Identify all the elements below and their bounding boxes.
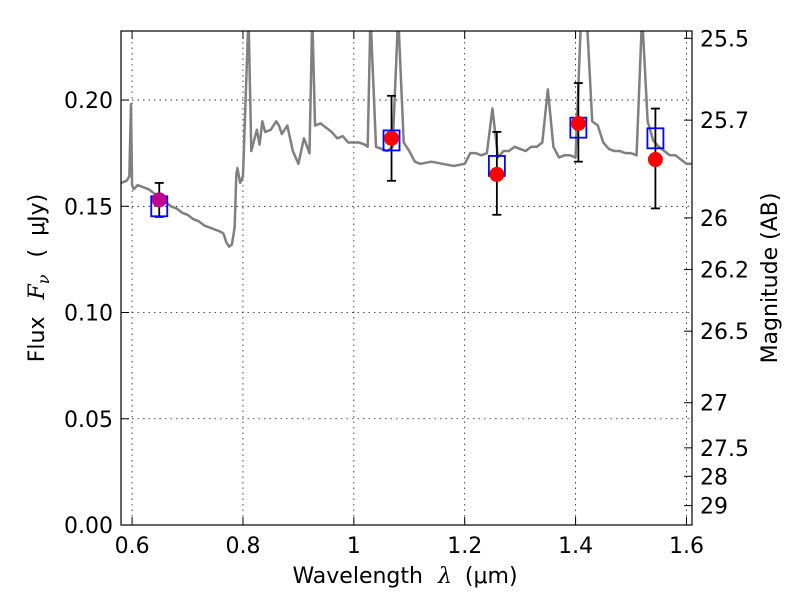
- model-band-marker-4: [646, 127, 665, 150]
- y2-tick-label-6: 27.5: [700, 437, 749, 462]
- x-tick-label-3: 1.2: [447, 534, 482, 559]
- x-tick-label-2: 1: [347, 534, 361, 559]
- observed-band-marker-2: [489, 166, 505, 182]
- model-band-markers: [150, 116, 665, 218]
- y-tick-label-1: 0.05: [64, 408, 113, 433]
- axis-ticks: [121, 31, 692, 526]
- y2-tick-label-1: 25.7: [700, 109, 749, 134]
- observed-band-marker-0: [151, 192, 167, 208]
- x-tick-label-4: 1.4: [558, 534, 593, 559]
- y2-tick-label-5: 27: [700, 392, 728, 417]
- y2-tick-label-3: 26.2: [700, 259, 749, 284]
- observed-band-marker-4: [647, 152, 663, 168]
- y2-tick-label-2: 26: [700, 207, 728, 232]
- y-tick-label-2: 0.10: [64, 302, 113, 327]
- y2-tick-label-0: 25.5: [700, 27, 749, 52]
- y2-tick-label-8: 29: [700, 495, 728, 520]
- axis-tick-labels: 0.6 0.8 1 1.2 1.4 1.6 0.00 0.05 0.10 0.15 0.20 25.5…: [64, 27, 749, 559]
- observed-band-markers: [151, 115, 663, 208]
- model-band-marker-1: [382, 129, 401, 152]
- x-axis-title: Wavelength λ (μm): [292, 564, 517, 589]
- y2-axis-title: Magnitude (AB): [758, 193, 783, 364]
- plot-frame: [120, 30, 693, 526]
- observed-band-marker-3: [570, 115, 586, 131]
- x-tick-label-5: 1.6: [669, 534, 704, 559]
- y-tick-label-4: 0.20: [64, 89, 113, 114]
- y2-tick-label-4: 26.5: [700, 320, 749, 345]
- observed-band-marker-1: [384, 130, 400, 146]
- model-spectrum-line: [121, 31, 692, 248]
- grid-lines: [121, 31, 692, 526]
- x-tick-label-1: 0.8: [225, 534, 260, 559]
- y-tick-label-3: 0.15: [64, 195, 113, 220]
- model-spectrum: [121, 31, 692, 248]
- y2-tick-label-7: 28: [700, 465, 728, 490]
- x-tick-label-0: 0.6: [115, 534, 150, 559]
- y-axis-title: Flux Fν ( μJy): [25, 194, 55, 362]
- y-tick-label-0: 0.00: [64, 514, 113, 539]
